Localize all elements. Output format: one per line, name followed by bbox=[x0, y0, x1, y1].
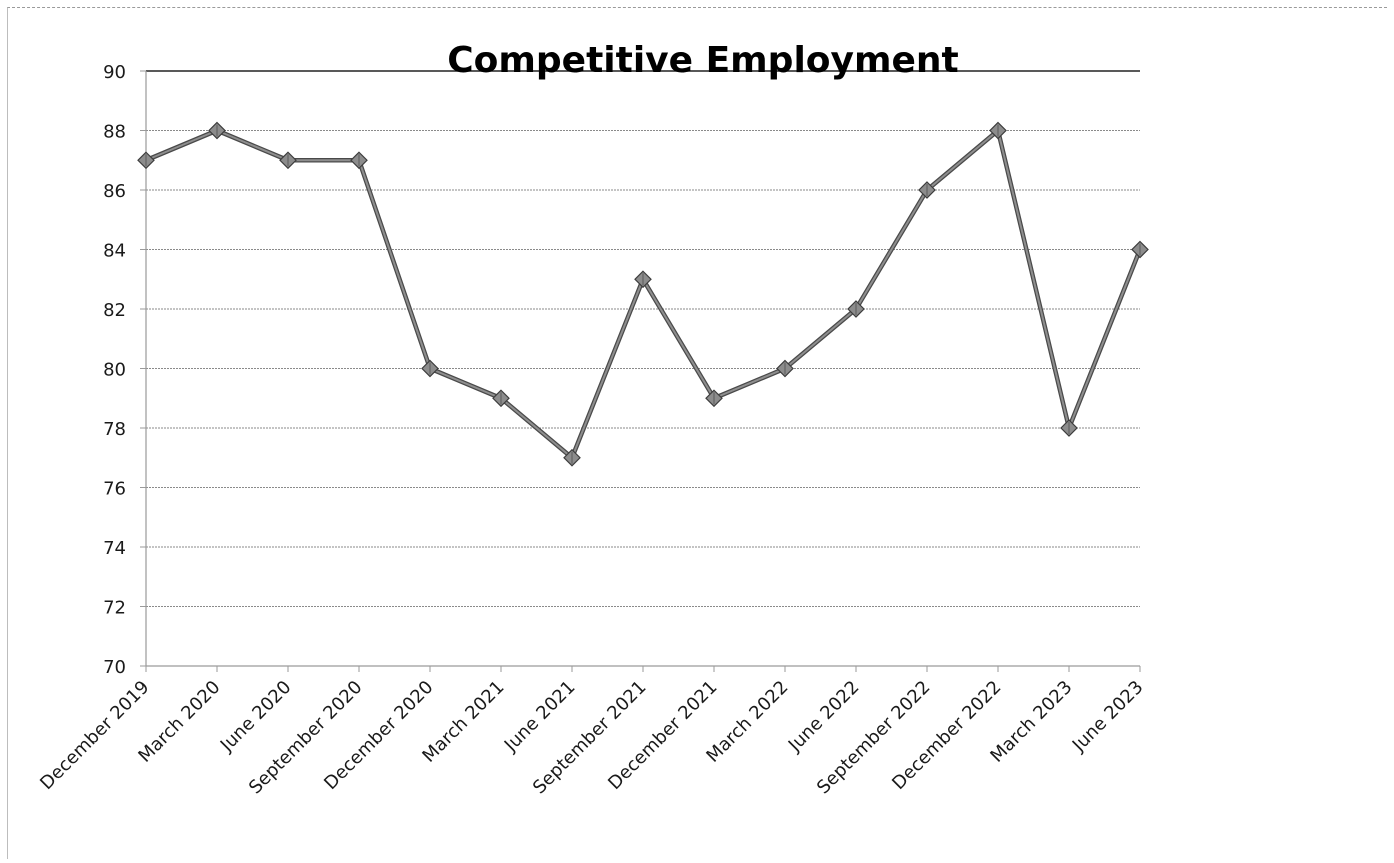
y-tick-label: 82 bbox=[103, 300, 126, 321]
y-tick-label: 90 bbox=[103, 62, 126, 83]
y-tick-label: 84 bbox=[103, 241, 126, 262]
chart-frame bbox=[7, 7, 1387, 859]
y-tick-label: 72 bbox=[103, 598, 126, 619]
series-competitive-employment bbox=[137, 121, 1149, 467]
y-tick-label: 70 bbox=[103, 657, 126, 678]
axes bbox=[140, 70, 1141, 672]
y-tick-label: 78 bbox=[103, 419, 126, 440]
y-tick-label: 76 bbox=[103, 479, 126, 500]
chart-title: Competitive Employment bbox=[447, 40, 959, 81]
y-tick-label: 74 bbox=[103, 538, 126, 559]
x-tick-label: June 2023 bbox=[1068, 677, 1148, 757]
y-tick-label: 86 bbox=[103, 181, 126, 202]
x-tick-label: December 2019 bbox=[36, 677, 153, 794]
y-tick-label: 80 bbox=[103, 360, 126, 381]
gridlines bbox=[146, 70, 1140, 607]
y-tick-labels: 70 72 74 76 78 80 82 84 86 88 90 bbox=[103, 62, 126, 678]
series-line-shadow bbox=[145, 128, 1143, 460]
series-line bbox=[145, 129, 1141, 459]
y-tick-label: 88 bbox=[103, 122, 126, 143]
